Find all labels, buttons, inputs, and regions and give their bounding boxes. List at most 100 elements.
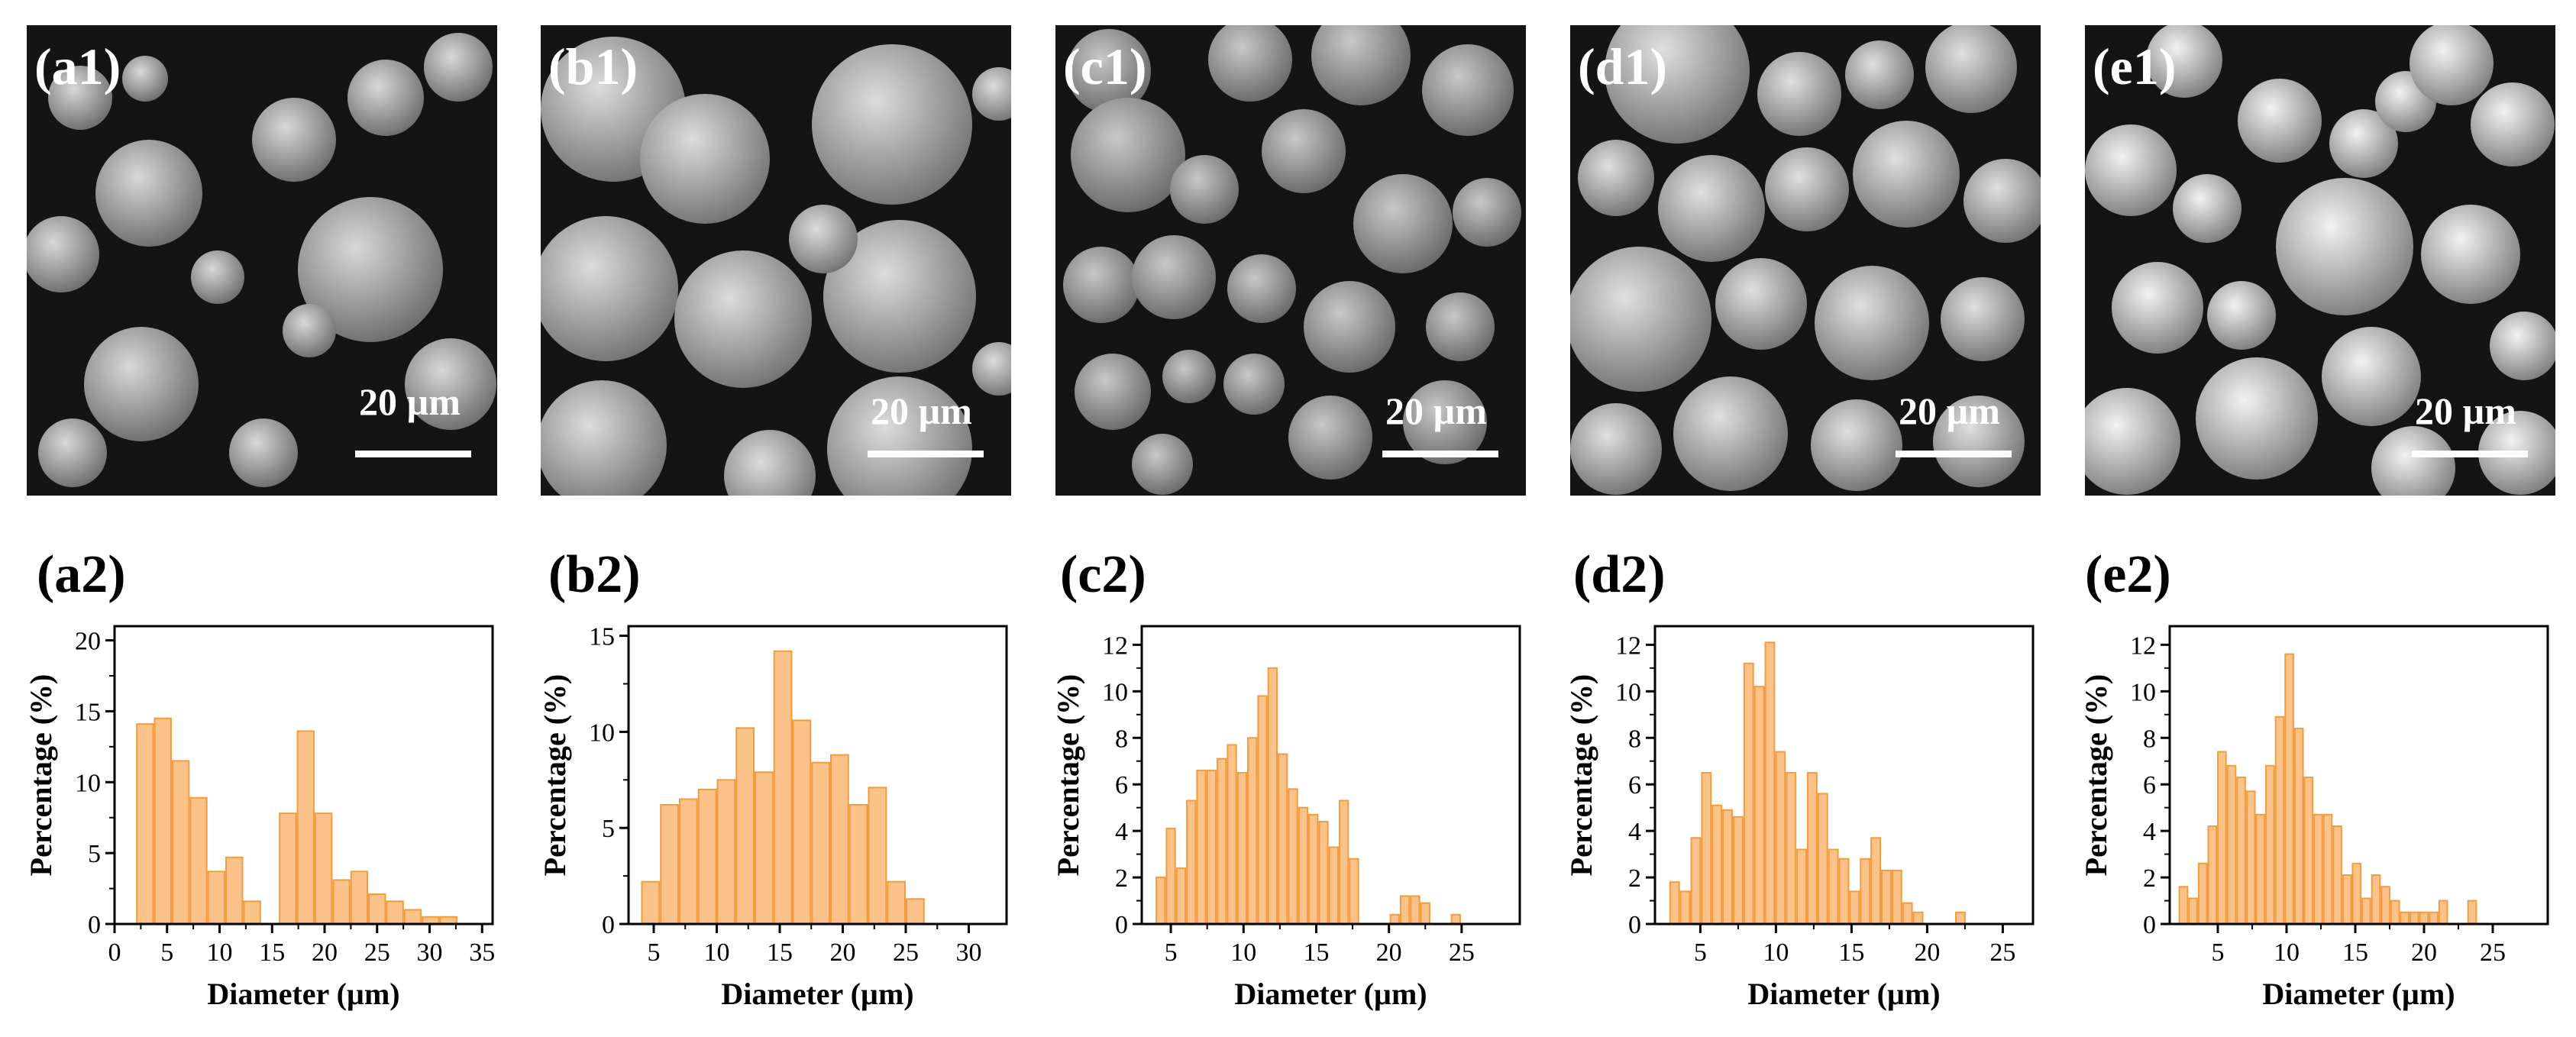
histogram-bar (906, 898, 925, 925)
image-label: (e1) (2093, 37, 2177, 95)
scale-bar-label: 20 µm (2415, 389, 2516, 432)
histogram-bar (1669, 881, 1680, 925)
histogram-bar (2284, 653, 2294, 925)
x-tick-label: 10 (2274, 938, 2300, 967)
sem-image-a1: (a1) 20 µm (27, 25, 497, 496)
histogram-bar (1155, 877, 1166, 925)
histogram-bar (2380, 886, 2390, 925)
x-tick-label: 15 (767, 938, 793, 967)
histogram-bar (1786, 771, 1797, 925)
y-axis-label: Percentage (%) (538, 674, 572, 877)
histogram-bar (1775, 751, 1786, 925)
histogram-d2: 5 10 15 20 25 0 2 4 6 8 10 12 Diameter (µm) Percentag… (1564, 625, 2035, 1011)
histogram-bar (2217, 751, 2227, 925)
histogram-bar (225, 856, 244, 926)
x-tick-label: 20 (2411, 938, 2437, 967)
histogram-bar (2188, 897, 2198, 925)
histogram-bar (1307, 813, 1319, 925)
histogram-bar (2303, 777, 2314, 925)
histogram-bar (830, 754, 849, 926)
x-tick-label: 25 (2480, 938, 2506, 967)
histogram-bar (2293, 728, 2304, 925)
x-tick-label: 5 (2212, 938, 2225, 967)
histogram-bar (1679, 890, 1691, 925)
histogram-bar (811, 761, 830, 926)
histogram-bar (887, 880, 906, 926)
x-axis-label: Diameter (µm) (1234, 977, 1427, 1011)
chart-label: (a2) (37, 545, 126, 604)
plot-frame (2168, 625, 2549, 926)
histogram-bar (1206, 769, 1217, 925)
image-label: (b1) (548, 37, 638, 95)
sem-texture-b1 (541, 37, 1011, 496)
x-tick-label: 5 (1165, 938, 1178, 967)
histogram-bar (1420, 902, 1430, 925)
x-tick-label: 5 (160, 938, 173, 967)
x-tick-label: 25 (1449, 938, 1475, 967)
histogram-bar (386, 900, 404, 925)
x-axis-label: Diameter (µm) (207, 977, 399, 1011)
x-tick-label: 30 (417, 938, 443, 967)
histogram-bar (1806, 771, 1818, 925)
histogram-bar (716, 779, 736, 925)
histogram-bar (1902, 902, 1913, 925)
histogram-bar (1175, 867, 1187, 925)
histogram-bar (848, 804, 868, 925)
histogram-bar (1838, 858, 1850, 925)
y-tick-label: 12 (1102, 632, 1128, 660)
histogram-bar (2197, 862, 2208, 925)
histogram-bar (279, 812, 297, 925)
y-tick-label: 2 (2143, 864, 2156, 893)
x-tick-label: 10 (1763, 938, 1789, 967)
histogram-bar (1257, 695, 1268, 925)
histogram-bar (735, 727, 755, 926)
histogram-bar (1711, 804, 1723, 925)
x-tick-label: 15 (2342, 938, 2368, 967)
y-tick-label: 0 (602, 911, 615, 939)
scale-bar-label: 20 µm (1385, 389, 1487, 432)
x-tick-label: 15 (1303, 938, 1329, 967)
histogram-bar (660, 804, 679, 925)
histogram-bar (403, 909, 422, 925)
histogram-bar (2419, 911, 2429, 925)
sem-image-b1: (b1) 20 µm (541, 25, 1011, 496)
histogram-bar (1247, 737, 1258, 925)
y-tick-label: 10 (75, 769, 101, 797)
histogram-bar (773, 650, 793, 925)
scale-bar-label: 20 µm (871, 389, 972, 432)
histogram-bar (1955, 911, 1966, 925)
histogram-bar (1278, 753, 1288, 925)
histogram-bar (1881, 869, 1892, 925)
histogram-bar (332, 879, 351, 925)
scale-bar (1896, 451, 2012, 457)
histogram-bar (2178, 886, 2189, 925)
histogram-bar (1912, 911, 1924, 925)
histogram-bar (2390, 900, 2400, 925)
y-axis-label: Percentage (%) (2079, 674, 2113, 877)
image-label: (d1) (1578, 37, 1668, 95)
x-tick-label: 20 (1914, 938, 1940, 967)
y-tick-label: 8 (2143, 725, 2156, 753)
chart-label: (d2) (1573, 545, 1666, 604)
x-tick-label: 25 (893, 938, 919, 967)
histogram-bar (2342, 874, 2352, 925)
sem-image-d1: (d1) 20 µm (1570, 25, 2041, 496)
histogram-bar (1298, 806, 1308, 925)
y-tick-label: 15 (75, 698, 101, 726)
plot-frame (1653, 625, 2035, 926)
y-tick-label: 4 (2143, 818, 2156, 846)
histogram-bar (697, 788, 717, 925)
x-tick-label: 20 (1376, 938, 1402, 967)
histogram-bar (296, 730, 315, 925)
y-tick-label: 10 (1102, 678, 1128, 706)
histogram-bar (1328, 846, 1339, 925)
sem-image-c1: (c1) 20 µm (1055, 25, 1526, 496)
histogram-bar (641, 880, 661, 926)
histogram-bar (171, 760, 190, 925)
histogram-bar (207, 871, 226, 925)
sem-texture-c1 (1063, 25, 1521, 495)
histogram-bar (1849, 890, 1860, 925)
y-tick-label: 12 (1615, 632, 1641, 660)
histogram-bar (2226, 764, 2237, 925)
histogram-bar (2438, 900, 2448, 925)
